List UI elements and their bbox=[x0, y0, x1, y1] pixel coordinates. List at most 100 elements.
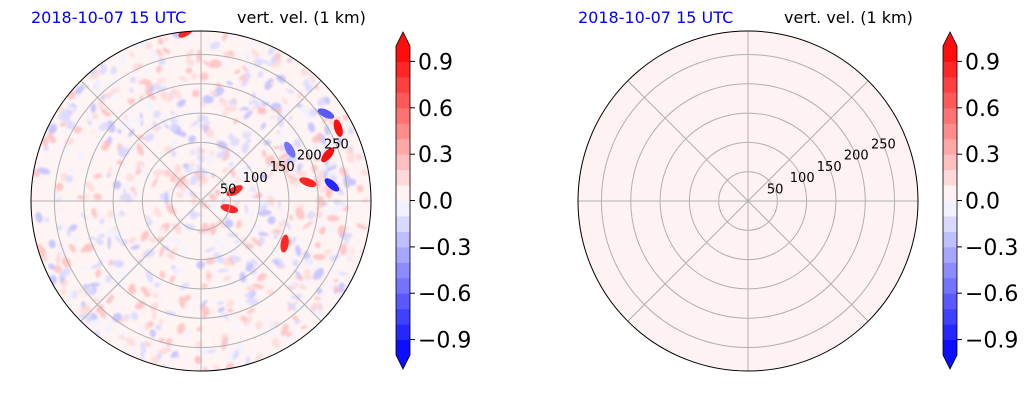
noise-cell bbox=[180, 179, 190, 192]
noise-cell bbox=[228, 316, 235, 324]
noise-cell bbox=[310, 155, 324, 159]
colorbar-level bbox=[943, 324, 957, 341]
noise-cell bbox=[128, 91, 139, 99]
noise-cell bbox=[57, 113, 71, 123]
colorbar-extend-max bbox=[943, 32, 957, 46]
noise-cell bbox=[243, 314, 253, 326]
radial-tick-label: 250 bbox=[324, 137, 349, 152]
noise-cell bbox=[356, 184, 364, 193]
noise-cell bbox=[310, 276, 314, 281]
left-polar-outline bbox=[30, 30, 372, 372]
noise-cell bbox=[216, 151, 228, 158]
noise-cell bbox=[327, 226, 335, 234]
noise-cell bbox=[206, 273, 212, 279]
noise-cell bbox=[106, 294, 115, 304]
colorbar-level bbox=[943, 262, 957, 279]
noise-cell bbox=[245, 355, 251, 367]
noise-cell bbox=[127, 236, 137, 244]
noise-cell bbox=[104, 321, 113, 334]
colorbar-level bbox=[396, 262, 410, 279]
noise-cell bbox=[154, 100, 164, 112]
noise-cell bbox=[96, 214, 103, 221]
noise-cell bbox=[121, 182, 135, 189]
noise-cell bbox=[219, 313, 224, 322]
noise-cell bbox=[206, 153, 216, 164]
noise-cell bbox=[343, 174, 352, 188]
noise-cell bbox=[140, 351, 145, 361]
noise-cell bbox=[188, 135, 196, 144]
noise-cell bbox=[130, 311, 139, 321]
noise-cell bbox=[228, 100, 235, 106]
noise-cell bbox=[220, 198, 227, 205]
colorbar-level bbox=[396, 76, 410, 93]
noise-cell bbox=[286, 301, 297, 312]
noise-cell bbox=[218, 126, 225, 132]
noise-cell bbox=[90, 129, 99, 136]
noise-cell bbox=[276, 113, 284, 128]
noise-cell bbox=[199, 345, 209, 358]
noise-cell bbox=[106, 210, 114, 218]
noise-cell bbox=[80, 244, 89, 254]
noise-cell bbox=[325, 191, 332, 198]
colorbar-level bbox=[396, 339, 410, 356]
radial-tick-label: 200 bbox=[297, 149, 322, 164]
noise-cell bbox=[148, 236, 157, 244]
noise-cell bbox=[232, 348, 240, 361]
noise-cell bbox=[60, 172, 68, 182]
noise-cell bbox=[97, 97, 105, 111]
colorbar-level bbox=[943, 339, 957, 356]
noise-cell bbox=[98, 283, 105, 292]
noise-cell bbox=[99, 64, 107, 75]
colorbar-level bbox=[396, 231, 410, 248]
noise-cell bbox=[128, 264, 136, 271]
noise-cell bbox=[279, 204, 286, 215]
colorbar-extend-max bbox=[396, 32, 410, 46]
noise-cell bbox=[153, 292, 159, 299]
noise-cell bbox=[131, 116, 143, 124]
noise-cell bbox=[236, 219, 242, 229]
noise-cell bbox=[145, 269, 154, 283]
noise-cell bbox=[260, 173, 268, 180]
noise-cell bbox=[292, 82, 299, 89]
noise-cell bbox=[164, 101, 175, 111]
colorbar-level bbox=[396, 215, 410, 232]
noise-cell bbox=[166, 57, 173, 64]
noise-cell bbox=[208, 200, 215, 207]
noise-cell bbox=[166, 252, 175, 261]
noise-cell bbox=[145, 81, 153, 89]
noise-cell bbox=[257, 209, 272, 216]
colorbar-level bbox=[396, 324, 410, 341]
colorbar-level bbox=[943, 92, 957, 109]
noise-cell bbox=[222, 167, 229, 174]
noise-cell bbox=[80, 266, 94, 270]
radial-tick-label: 50 bbox=[220, 182, 237, 197]
colorbar-tick-label: −0.6 bbox=[418, 282, 471, 307]
colorbar-tick-label: −0.9 bbox=[418, 329, 471, 354]
noise-cell bbox=[301, 263, 308, 271]
noise-cell bbox=[284, 337, 297, 345]
noise-cell bbox=[129, 76, 137, 84]
noise-cell bbox=[267, 47, 275, 56]
noise-cell bbox=[242, 65, 249, 73]
noise-cell bbox=[185, 58, 195, 66]
noise-cell bbox=[59, 122, 67, 127]
noise-cell bbox=[265, 154, 275, 165]
noise-cell bbox=[90, 319, 101, 328]
noise-cell bbox=[233, 321, 240, 332]
noise-cell bbox=[156, 125, 162, 130]
noise-cell bbox=[199, 72, 209, 81]
noise-cell bbox=[228, 50, 234, 56]
noise-cell bbox=[245, 128, 250, 134]
noise-cell bbox=[140, 341, 147, 354]
noise-cell bbox=[164, 310, 177, 316]
right-chart-panel: 2018-10-07 15 UTC vert. vel. (1 km) 50 10… bbox=[547, 0, 1036, 401]
noise-cell bbox=[44, 153, 59, 160]
noise-cell bbox=[323, 249, 332, 256]
noise-cell bbox=[176, 191, 184, 199]
noise-cell bbox=[267, 260, 277, 269]
noise-cell bbox=[286, 174, 299, 182]
noise-cell bbox=[295, 207, 305, 220]
noise-cell bbox=[333, 278, 339, 283]
